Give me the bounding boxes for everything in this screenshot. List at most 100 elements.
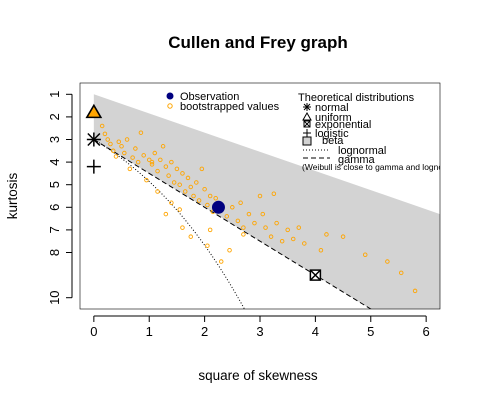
bootstrap-point	[130, 155, 135, 160]
bootstrap-point	[202, 186, 207, 192]
exponential-point	[309, 269, 322, 281]
legend-logistic-label: logistic	[315, 128, 349, 140]
bootstrap-point	[108, 141, 113, 147]
bootstrap-point	[199, 166, 205, 172]
plus-icon	[303, 129, 311, 137]
bootstrap-point	[188, 184, 194, 190]
x-tick-label: 1	[146, 324, 153, 339]
legend-gamma-label: gamma	[338, 154, 376, 166]
bootstrap-point	[263, 225, 268, 230]
bootstrap-point	[230, 205, 235, 210]
uniform-point	[85, 103, 103, 119]
bootstrap-point	[133, 146, 138, 151]
bootstrap-point	[194, 180, 199, 185]
asterisk-icon	[303, 103, 311, 111]
chart-title: Cullen and Frey graph	[168, 33, 347, 52]
bootstrap-point	[163, 211, 169, 217]
bootstrap-point	[135, 159, 141, 165]
legend-normal-label: normal	[315, 102, 349, 114]
bootstrap-point	[398, 270, 404, 276]
normal-point	[86, 132, 101, 147]
y-tick-label: 5	[47, 181, 62, 188]
bootstrap-point	[218, 259, 224, 264]
y-tick-label: 4	[47, 158, 62, 165]
axes: 0 1 2 3 4 5 6 1 2 3 4 5 6 7 8 10	[47, 82, 441, 339]
bootstrap-point	[213, 196, 218, 201]
bootstrap-point	[340, 234, 346, 239]
beta-region	[93, 94, 440, 309]
logistic-point	[86, 159, 101, 174]
legend-theoretical-title: Theoretical distributions	[298, 92, 415, 104]
bootstrap-point	[160, 144, 166, 149]
bootstrap-point	[180, 225, 185, 230]
x-tick-label: 2	[201, 324, 208, 339]
bootstrap-point	[271, 191, 277, 196]
legend-bootstrap-marker	[167, 103, 173, 109]
plot-area	[85, 94, 440, 309]
x-tick-label: 6	[423, 324, 430, 339]
x-axis-label: square of skewness	[198, 368, 318, 383]
y-tick-label: 3	[47, 136, 62, 143]
bootstrap-point	[268, 234, 274, 239]
bootstrap-point	[252, 220, 257, 226]
bootstrap-point	[412, 288, 418, 294]
bootstrap-point	[163, 164, 169, 169]
x-tick-label: 4	[312, 324, 319, 339]
bootstrap-point	[166, 173, 171, 178]
legend: Observation bootstrapped values Theoreti…	[166, 91, 463, 172]
y-tick-label: 7	[47, 226, 62, 233]
legend-observation-label: Observation	[180, 91, 239, 103]
bootstrap-point	[149, 159, 155, 165]
bootstrap-point	[302, 241, 307, 246]
bootstrap-point	[110, 148, 116, 154]
bootstrap-point	[285, 227, 290, 233]
bootstrap-point	[99, 123, 105, 129]
observation-point	[211, 200, 225, 214]
bootstrap-point	[185, 175, 191, 181]
bootstrap-point	[144, 177, 149, 183]
bootstrap-point	[152, 150, 158, 156]
bootstrap-point	[205, 202, 210, 208]
bootstrap-point	[257, 193, 263, 199]
bootstrap-point	[224, 214, 230, 219]
bootstrap-point	[177, 182, 182, 187]
plot-frame	[79, 82, 441, 310]
y-axis-label: kurtosis	[5, 172, 20, 219]
bootstrap-point	[318, 247, 324, 253]
bootstrap-point	[238, 200, 243, 206]
bootstrap-point	[182, 189, 188, 194]
legend-uniform-label: uniform	[315, 112, 352, 124]
exponential-point-stroke	[309, 269, 321, 281]
bootstrap-point	[207, 227, 213, 233]
x-tick-label: 3	[256, 324, 263, 339]
legend-weibull-note: (Weibull is close to gamma and lognormal…	[302, 162, 463, 172]
bootstrap-point	[241, 225, 246, 230]
bootstrap-point	[279, 238, 285, 244]
bootstrap-point	[207, 193, 213, 199]
bootstrap-point	[235, 218, 241, 224]
x-tick-label: 5	[367, 324, 374, 339]
bootstrap-point	[116, 139, 122, 145]
bootstrap-point	[274, 220, 279, 226]
y-tick-label: 1	[47, 91, 62, 98]
bootstrap-point	[191, 193, 196, 199]
bootstrap-point	[385, 259, 390, 264]
bootstrap-point	[105, 137, 110, 142]
bootstrap-point	[196, 198, 202, 203]
square-icon	[302, 136, 312, 146]
bootstrap-point	[149, 162, 155, 167]
bootstrap-point	[180, 171, 185, 176]
bootstrap-point	[246, 211, 252, 217]
bootstrap-point	[362, 252, 368, 258]
legend-bootstrap-label: bootstrapped values	[180, 101, 280, 113]
bootstrap-point	[102, 131, 108, 137]
bootstrap-point	[155, 168, 160, 174]
bootstrap-point	[290, 236, 296, 242]
y-tick-label: 8	[47, 249, 62, 256]
bootstrap-point	[138, 130, 144, 135]
legend-observation-marker	[166, 92, 174, 100]
legend-beta-label: beta	[322, 135, 344, 147]
bootstrap-point	[260, 211, 266, 217]
bootstrap-point	[296, 225, 302, 230]
